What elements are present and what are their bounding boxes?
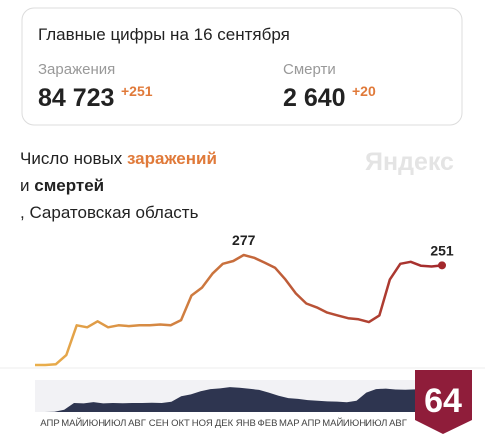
navigator-label: МАР <box>279 418 300 429</box>
title-part: смертей <box>34 176 104 195</box>
stat-delta: +251 <box>121 83 153 99</box>
navigator-label: МАЙ <box>61 417 82 429</box>
chart-title: и смертей <box>20 176 104 195</box>
chart-title: , Саратовская область <box>20 203 199 222</box>
navigator-label: ИЮЛ <box>104 418 126 429</box>
stat-delta: +20 <box>352 83 376 99</box>
navigator-label: СЕН <box>149 418 169 429</box>
navigator-label: ФЕВ <box>258 418 278 429</box>
navigator-label: ДЕК <box>215 418 234 429</box>
title-part: Число новых <box>20 149 123 168</box>
region-badge <box>415 370 472 434</box>
navigator-label: АВГ <box>389 418 407 429</box>
navigator-label: ЯНВ <box>236 418 256 429</box>
navigator-label: МАЙ <box>322 417 343 429</box>
title-part: заражений <box>127 149 217 168</box>
stat-label: Заражения <box>38 61 115 78</box>
navigator-label: ОКТ <box>171 418 190 429</box>
region-code: 64 <box>424 382 462 420</box>
chart-title: Число новых заражений <box>20 149 217 168</box>
navigator-label: АВГ <box>128 418 146 429</box>
navigator-label: ИЮН <box>82 418 105 429</box>
infections-line <box>35 253 443 367</box>
card-title: Главные цифры на 16 сентября <box>38 25 290 44</box>
data-label: 277 <box>232 232 256 248</box>
navigator-label: АПР <box>40 418 59 429</box>
stat-value: 84 723 <box>38 84 114 112</box>
stat-label: Смерти <box>283 61 336 78</box>
end-point <box>438 261 446 270</box>
title-part: и <box>20 176 30 195</box>
navigator-label: НОЯ <box>192 418 213 429</box>
data-label: 251 <box>430 242 454 258</box>
navigator-label: ИЮН <box>343 418 366 429</box>
navigator-area <box>35 387 415 412</box>
navigator-label: ИЮЛ <box>365 418 387 429</box>
navigator-label: АПР <box>301 418 320 429</box>
brand: Яндекс <box>365 148 454 176</box>
stats-card <box>21 7 463 126</box>
stat-value: 2 640 <box>283 84 346 112</box>
